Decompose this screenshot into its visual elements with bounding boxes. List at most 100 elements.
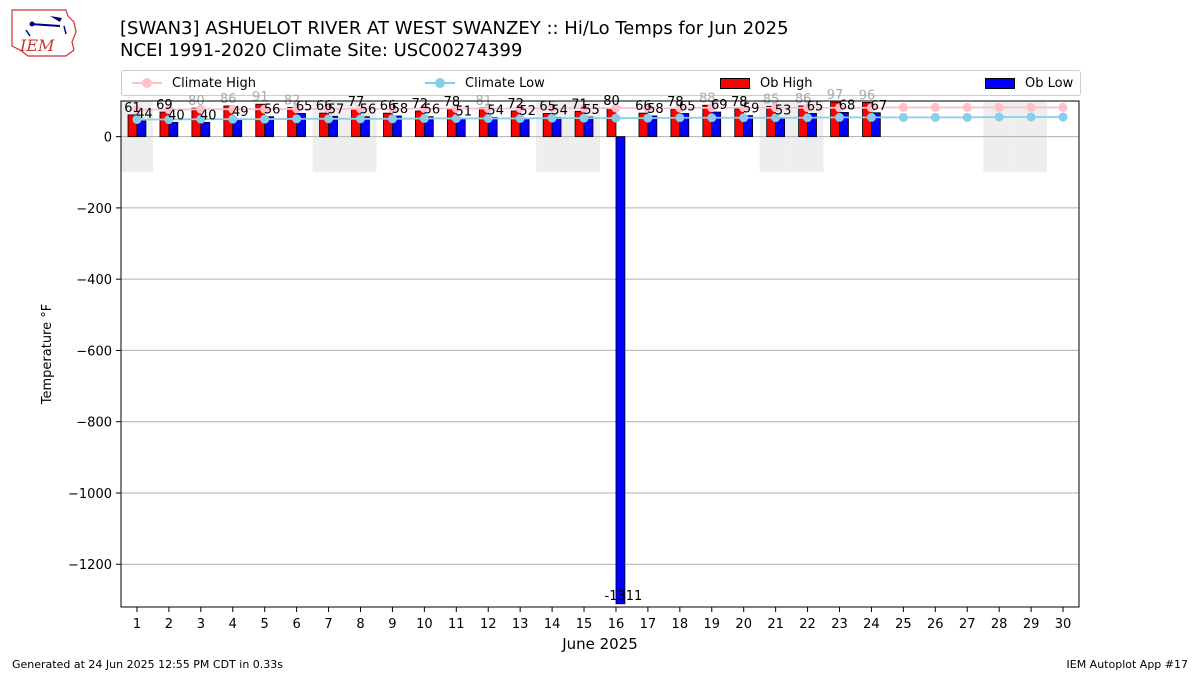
ob-high-label: 86 (795, 92, 812, 107)
climate-low-point (707, 113, 717, 123)
climate-high-point (547, 103, 557, 113)
climate-low-line (136, 116, 1064, 121)
y-tick-label: −400 (76, 273, 112, 288)
y-tick-label: −600 (76, 344, 112, 359)
x-tick-label: 22 (799, 617, 816, 632)
ob-low-bar (871, 112, 881, 138)
y-tick-label: −1200 (68, 558, 112, 573)
x-tick-label: 27 (959, 617, 976, 632)
ob-high-label: 69 (156, 98, 173, 113)
ob-low-bar (423, 116, 434, 138)
ob-low-bar (583, 116, 594, 138)
climate-high-point (132, 105, 142, 115)
ob-low-bar (264, 116, 275, 138)
ob-low-bar (647, 115, 658, 138)
ob-high-label: 78 (731, 95, 748, 110)
chart-legend: Climate High Climate Low Ob High Ob Low (121, 70, 1081, 96)
climate-high-point (611, 103, 621, 113)
climate-high-point (835, 103, 844, 113)
climate-high-point (228, 104, 238, 114)
climate-high-point (866, 103, 876, 113)
x-tick-label: 18 (672, 617, 689, 632)
climate-high-point (356, 104, 365, 114)
climate-high-point (771, 103, 781, 113)
ob-low-label: 59 (743, 102, 760, 117)
climate-high-point (962, 102, 972, 112)
ob-low-bar (839, 112, 849, 138)
climate-high-point (1058, 102, 1068, 112)
ob-low-label: 55 (583, 103, 600, 118)
ob-low-bar (615, 136, 626, 605)
climate-low-point (483, 113, 493, 123)
y-tick-label: 0 (104, 131, 112, 146)
plot-frame (120, 100, 1080, 608)
ob-low-label: 53 (775, 104, 792, 119)
ob-high-label: 78 (667, 95, 684, 110)
x-axis-label: June 2025 (561, 635, 638, 653)
ob-low-label: 65 (296, 99, 313, 114)
x-tick-label: 11 (448, 617, 465, 632)
x-tick-label: 28 (991, 617, 1008, 632)
x-tick-label: 3 (197, 617, 205, 632)
ob-low-label: 54 (551, 103, 568, 118)
ob-high-label: 77 (348, 95, 365, 110)
climate-high-point (675, 103, 685, 113)
ob-low-label: 58 (392, 102, 409, 117)
iem-logo: IEM (8, 6, 82, 60)
ob-low-bar (200, 121, 211, 138)
climate-high-point (387, 104, 397, 114)
generated-note: Generated at 24 Jun 2025 12:55 PM CDT in… (12, 658, 284, 671)
climate-low-point (994, 112, 1004, 122)
climate-low-point (132, 115, 142, 125)
x-tick-label: 21 (767, 617, 784, 632)
climate-low-point (1026, 112, 1036, 122)
legend-climate-low: Climate Low (425, 71, 545, 95)
ob-low-label: 56 (424, 103, 441, 118)
ob-low-bar (136, 120, 147, 138)
ob-low-bar (743, 115, 754, 138)
legend-climate-high-label: Climate High (172, 75, 257, 91)
x-tick-label: 7 (324, 617, 332, 632)
ob-high-label: 88 (699, 91, 716, 106)
climate-low-point (451, 113, 461, 123)
x-tick-label: 6 (292, 617, 300, 632)
ob-low-label: 40 (168, 108, 185, 123)
x-tick-label: 14 (544, 617, 561, 632)
climate-low-point (196, 114, 206, 124)
ob-low-bar (296, 113, 306, 138)
x-tick-label: 29 (1023, 617, 1040, 632)
climate-low-point (866, 112, 876, 122)
x-tick-label: 30 (1055, 617, 1072, 632)
y-axis-label: Temperature °F (40, 304, 55, 405)
climate-low-point (164, 115, 174, 125)
x-tick-label: 8 (356, 617, 364, 632)
app-note: IEM Autoplot App #17 (1066, 658, 1189, 671)
x-tick-label: 19 (703, 617, 720, 632)
ob-high-label: 66 (316, 99, 333, 114)
climate-low-point (611, 113, 621, 123)
ob-low-label: 49 (232, 105, 249, 120)
climate-high-point (196, 104, 206, 114)
climate-high-point (164, 105, 174, 115)
climate-high-swatch (132, 78, 162, 88)
climate-low-point (739, 113, 749, 123)
ob-high-label: 97 (827, 88, 844, 103)
ob-high-label: 66 (380, 99, 397, 114)
climate-high-point (707, 103, 717, 113)
ob-high-label: 80 (188, 94, 205, 109)
ob-low-label: 40 (200, 108, 217, 123)
climate-high-point (324, 104, 334, 114)
x-tick-label: 20 (735, 617, 752, 632)
ob-low-bar (711, 111, 722, 138)
x-tick-label: 16 (608, 617, 625, 632)
ob-low-label: 57 (328, 102, 345, 117)
y-tick-label: −800 (76, 416, 112, 431)
climate-high-point (419, 103, 429, 113)
x-tick-label: 5 (261, 617, 269, 632)
legend-ob-low: Ob Low (985, 71, 1073, 95)
legend-climate-low-label: Climate Low (465, 75, 545, 91)
ob-high-label: 96 (859, 88, 876, 103)
climate-low-point (419, 113, 429, 123)
ob-low-bar (360, 116, 370, 138)
climate-high-line (136, 106, 1064, 111)
